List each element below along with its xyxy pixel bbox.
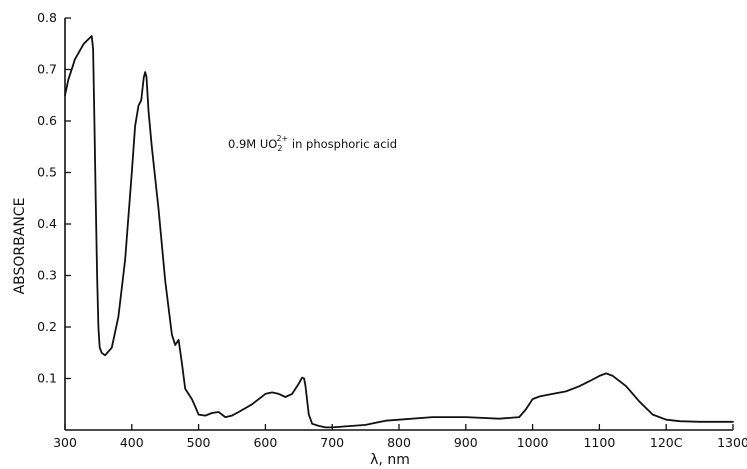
x-tick-label: 1100 bbox=[583, 435, 615, 450]
x-tick-label: 600 bbox=[253, 435, 277, 450]
labels-layer: ABSORBANCE λ, nm 0.9M UO22+ in phosphori… bbox=[12, 134, 410, 468]
annotation-subscript: 2 bbox=[277, 144, 282, 153]
x-tick-label: 1000 bbox=[517, 435, 549, 450]
annotation-superscript: 2+ bbox=[276, 134, 288, 143]
y-tick-label: 0.6 bbox=[37, 113, 57, 128]
x-tick-label: 120C bbox=[650, 435, 683, 450]
x-tick-label: 800 bbox=[387, 435, 411, 450]
annotation-main: 0.9M UO bbox=[228, 137, 277, 151]
x-tick-label: 400 bbox=[120, 435, 144, 450]
series-layer bbox=[64, 35, 734, 429]
x-tick-label: 1300 bbox=[717, 435, 747, 450]
series-line bbox=[64, 35, 734, 429]
x-tick-label: 300 bbox=[53, 435, 77, 450]
x-tick-label: 700 bbox=[320, 435, 344, 450]
x-tick-label: 500 bbox=[187, 435, 211, 450]
annotation-tail: in phosphoric acid bbox=[288, 137, 397, 151]
chart-annotation: 0.9M UO22+ in phosphoric acid bbox=[228, 134, 397, 153]
y-tick-label: 0.7 bbox=[37, 62, 57, 77]
y-axis-title: ABSORBANCE bbox=[12, 198, 28, 295]
x-axis-title: λ, nm bbox=[370, 452, 410, 468]
y-tick-label: 0.2 bbox=[37, 319, 57, 334]
y-tick-label: 0.1 bbox=[37, 371, 57, 386]
y-tick-label: 0.4 bbox=[37, 216, 57, 231]
y-tick-label: 0.3 bbox=[37, 268, 57, 283]
axes-layer bbox=[64, 18, 733, 431]
y-tick-label: 0.8 bbox=[37, 10, 57, 25]
y-tick-label: 0.5 bbox=[37, 165, 57, 180]
ticks-layer: 300 400 500 600 700 800 900 1000 1100 120C 1300 0.1… bbox=[37, 10, 747, 450]
x-tick-label: 900 bbox=[454, 435, 478, 450]
